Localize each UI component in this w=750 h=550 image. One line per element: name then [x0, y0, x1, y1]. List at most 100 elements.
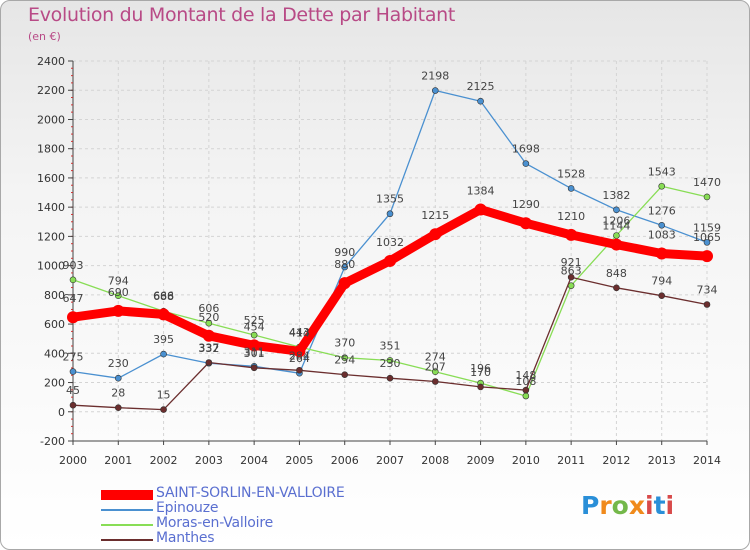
data-label-saint-sorlin-en-valloire: 1144 [602, 220, 630, 233]
data-point-epinouze [613, 206, 620, 214]
data-point-epinouze [386, 210, 394, 218]
data-label-moras-en-valloire: 606 [198, 302, 219, 315]
y-tick-label: 0 [58, 406, 65, 419]
x-tick-label: 2011 [557, 454, 585, 467]
data-point-epinouze [522, 160, 530, 167]
data-label-epinouze: 1698 [512, 143, 540, 156]
data-point-moras-en-valloire [69, 276, 77, 284]
data-point-epinouze [477, 97, 484, 105]
data-point-moras-en-valloire [613, 232, 620, 239]
data-point-manthes [658, 292, 666, 300]
logo-letter: o [611, 491, 629, 520]
y-tick-label: -200 [40, 435, 65, 448]
data-label-manthes: 284 [289, 349, 310, 362]
data-point-manthes [703, 301, 711, 308]
data-point-manthes [250, 364, 258, 372]
series-saint-sorlin-en-valloire [67, 203, 713, 358]
data-point-manthes [431, 378, 439, 385]
x-tick-label: 2013 [648, 454, 676, 467]
data-label-epinouze: 395 [153, 333, 174, 346]
data-point-epinouze [658, 221, 666, 229]
data-point-saint-sorlin-en-valloire [429, 228, 442, 241]
data-label-manthes: 848 [606, 267, 627, 280]
x-tick-label: 2002 [150, 454, 178, 467]
data-label-epinouze: 2198 [421, 70, 449, 83]
data-point-saint-sorlin-en-valloire [519, 217, 532, 230]
data-label-saint-sorlin-en-valloire: 1083 [648, 228, 676, 241]
data-point-saint-sorlin-en-valloire [293, 345, 306, 358]
data-label-moras-en-valloire: 274 [425, 351, 446, 364]
data-point-moras-en-valloire [250, 331, 258, 339]
data-point-epinouze [703, 239, 711, 246]
data-label-epinouze: 264 [289, 352, 310, 365]
logo-letter: t [653, 491, 666, 520]
data-label-epinouze: 1528 [557, 167, 585, 180]
y-tick-label: 2000 [37, 113, 65, 126]
legend-swatch-moras [101, 523, 153, 526]
data-point-saint-sorlin-en-valloire [157, 308, 170, 321]
x-tick-label: 2007 [376, 454, 404, 467]
data-point-manthes [386, 374, 394, 382]
axes: -200 0 200 400 600 800 1000 1200 1400 1600 1800 200… [37, 55, 721, 467]
data-label-manthes: 148 [515, 369, 536, 382]
data-point-epinouze [69, 368, 77, 375]
data-point-saint-sorlin-en-valloire [610, 238, 623, 251]
data-point-saint-sorlin-en-valloire [565, 228, 578, 241]
y-tick-label: 1400 [37, 201, 65, 214]
data-label-moras-en-valloire: 443 [289, 326, 310, 339]
data-label-moras-en-valloire: 903 [63, 259, 84, 272]
legend-swatch-saint-sorlin [101, 489, 153, 500]
data-label-manthes: 170 [470, 366, 491, 379]
legend-label-saint-sorlin: SAINT-SORLIN-EN-VALLOIRE [156, 485, 345, 501]
data-point-moras-en-valloire [341, 354, 349, 361]
data-point-manthes [69, 401, 77, 409]
grid-lines [72, 60, 708, 442]
data-point-moras-en-valloire [386, 357, 394, 364]
data-label-manthes: 734 [697, 283, 718, 296]
data-label-epinouze: 1276 [648, 204, 676, 217]
data-point-moras-en-valloire [431, 368, 439, 376]
data-point-saint-sorlin-en-valloire [474, 203, 487, 216]
data-label-saint-sorlin-en-valloire: 647 [63, 292, 84, 305]
x-tick-label: 2003 [195, 454, 223, 467]
proxiti-logo: Proxiti [581, 491, 674, 520]
data-point-manthes [567, 273, 575, 281]
data-point-saint-sorlin-en-valloire [202, 329, 215, 342]
data-point-manthes [477, 383, 484, 391]
data-label-saint-sorlin-en-valloire: 454 [244, 320, 265, 333]
data-label-saint-sorlin-en-valloire: 414 [289, 326, 310, 339]
data-label-manthes: 28 [111, 387, 125, 400]
legend-label-moras: Moras-en-Valloire [156, 515, 274, 531]
data-label-moras-en-valloire: 1470 [693, 176, 721, 189]
logo-letter: i [665, 491, 675, 520]
data-label-saint-sorlin-en-valloire: 1215 [421, 209, 449, 222]
data-point-manthes [296, 366, 303, 374]
data-point-moras-en-valloire [114, 292, 122, 300]
series-lines [67, 87, 713, 413]
data-point-manthes [341, 371, 349, 378]
data-point-manthes [114, 404, 122, 411]
y-tick-label: 2200 [37, 84, 65, 97]
data-point-moras-en-valloire [205, 319, 213, 327]
y-tick-label: 800 [44, 289, 65, 302]
data-label-manthes: 230 [380, 357, 401, 370]
data-label-saint-sorlin-en-valloire: 1290 [512, 198, 540, 211]
data-point-saint-sorlin-en-valloire [384, 254, 396, 267]
y-tick-label: 1800 [37, 143, 65, 156]
y-tick-label: 600 [44, 318, 65, 331]
logo-letter: i [645, 491, 654, 520]
data-point-epinouze [567, 185, 575, 192]
logo-letter: x [628, 491, 645, 520]
chart-subtitle: (en €) [28, 30, 61, 43]
data-point-moras-en-valloire [658, 182, 666, 190]
data-point-manthes [613, 284, 620, 292]
data-label-saint-sorlin-en-valloire: 690 [108, 286, 129, 299]
x-tick-label: 2014 [693, 454, 721, 467]
x-tick-label: 2000 [59, 454, 87, 467]
y-tick-label: 2400 [37, 55, 65, 68]
data-label-moras-en-valloire: 196 [470, 362, 491, 375]
data-point-epinouze [114, 374, 122, 382]
data-label-moras-en-valloire: 688 [153, 290, 174, 303]
